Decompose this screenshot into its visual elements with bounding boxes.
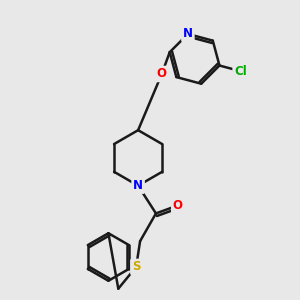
Text: Cl: Cl xyxy=(234,65,247,78)
Text: N: N xyxy=(183,28,193,40)
Text: O: O xyxy=(157,68,167,80)
Text: O: O xyxy=(173,199,183,212)
Text: N: N xyxy=(133,179,143,192)
Text: S: S xyxy=(132,260,140,273)
